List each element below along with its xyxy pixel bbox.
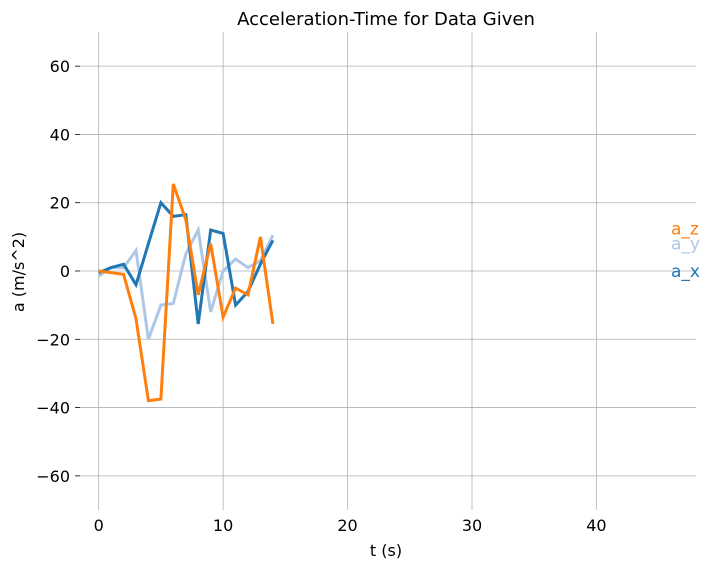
series-lines (97, 183, 275, 403)
chart-title: Acceleration-Time for Data Given (237, 9, 535, 30)
x-tick-label: 40 (586, 516, 606, 535)
x-tick-label: 0 (94, 516, 104, 535)
series-label-a-z: a_z (671, 219, 699, 239)
x-tick-label: 20 (337, 516, 357, 535)
y-tick-label: 60 (50, 57, 70, 76)
series-line-a-x (98, 199, 275, 325)
axis-ticks: 0 10 20 30 40 −60 −40 −20 0 20 40 60 (36, 57, 606, 535)
x-tick-label: 10 (213, 516, 233, 535)
series-line-a-y (97, 225, 275, 340)
y-tick-label: −60 (36, 467, 70, 486)
y-tick-label: −40 (36, 399, 70, 418)
y-axis-label: a (m/s^2) (9, 232, 28, 312)
x-axis-label: t (s) (370, 541, 402, 560)
x-tick-label: 30 (462, 516, 482, 535)
series-label-a-y: a_y (671, 235, 700, 255)
y-tick-label: −20 (36, 330, 70, 349)
grid (80, 32, 696, 510)
series-label-a-x: a_x (671, 262, 700, 282)
y-tick-label: 40 (50, 125, 70, 144)
series-line-a-z (98, 183, 275, 403)
series-labels: a_x a_ya_z (671, 219, 700, 282)
y-tick-label: 0 (60, 262, 70, 281)
y-tick-label: 20 (50, 194, 70, 213)
